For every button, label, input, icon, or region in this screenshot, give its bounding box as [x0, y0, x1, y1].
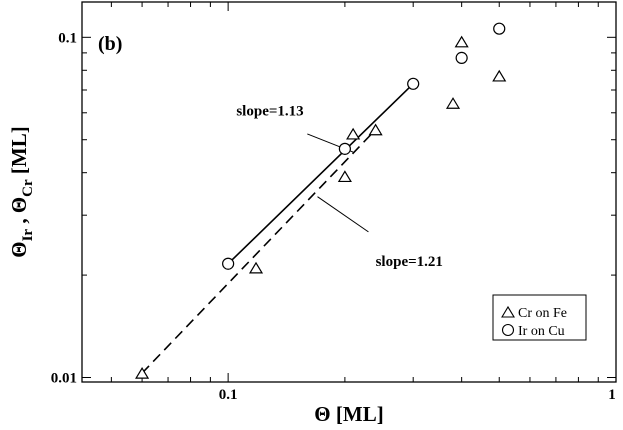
- legend-label-cr-on-fe: Cr on Fe: [518, 306, 567, 321]
- data-point-cr-on-fe: [337, 170, 352, 183]
- data-point-cr-on-fe: [492, 69, 507, 82]
- slope-annotation: slope=1.21: [376, 254, 443, 270]
- panel-label: (b): [98, 33, 122, 55]
- data-point-ir-on-cu: [222, 257, 235, 270]
- y-tick-label: 0.01: [51, 370, 77, 386]
- data-point-cr-on-fe: [135, 366, 150, 379]
- legend: Cr on Fe Ir on Cu: [492, 294, 587, 341]
- axis-ticks: 0.1 1 0.01 0.1: [51, 2, 617, 403]
- fit-line-solid: [227, 83, 414, 265]
- annotation-pointer: [317, 196, 369, 233]
- data-point-ir-on-cu: [407, 77, 420, 90]
- annotations: slope=1.13 slope=1.21: [236, 103, 443, 270]
- data-point-cr-on-fe: [248, 261, 264, 274]
- y-tick-label: 0.1: [58, 30, 77, 46]
- data-point-cr-on-fe: [368, 123, 383, 136]
- data-point-cr-on-fe: [346, 127, 361, 140]
- plot-frame: [81, 1, 617, 383]
- data-point-ir-on-cu: [493, 22, 506, 35]
- data-point-ir-on-cu: [455, 51, 468, 64]
- data-points: [135, 22, 507, 379]
- y-axis-title: ΘIr , ΘCr [ML]: [7, 126, 36, 258]
- x-tick-label: 1: [608, 387, 616, 403]
- data-point-cr-on-fe: [454, 35, 469, 48]
- legend-circle-icon: [501, 323, 515, 337]
- slope-annotation: slope=1.13: [236, 103, 303, 119]
- fit-line-dashed: [141, 129, 377, 374]
- data-point-ir-on-cu: [338, 142, 351, 155]
- legend-label-ir-on-cu: Ir on Cu: [518, 324, 565, 339]
- x-axis-title: Θ [ML]: [314, 402, 383, 426]
- fit-lines: [141, 83, 414, 374]
- legend-triangle-icon: [501, 305, 515, 318]
- x-tick-label: 0.1: [219, 387, 238, 403]
- data-point-cr-on-fe: [445, 97, 461, 109]
